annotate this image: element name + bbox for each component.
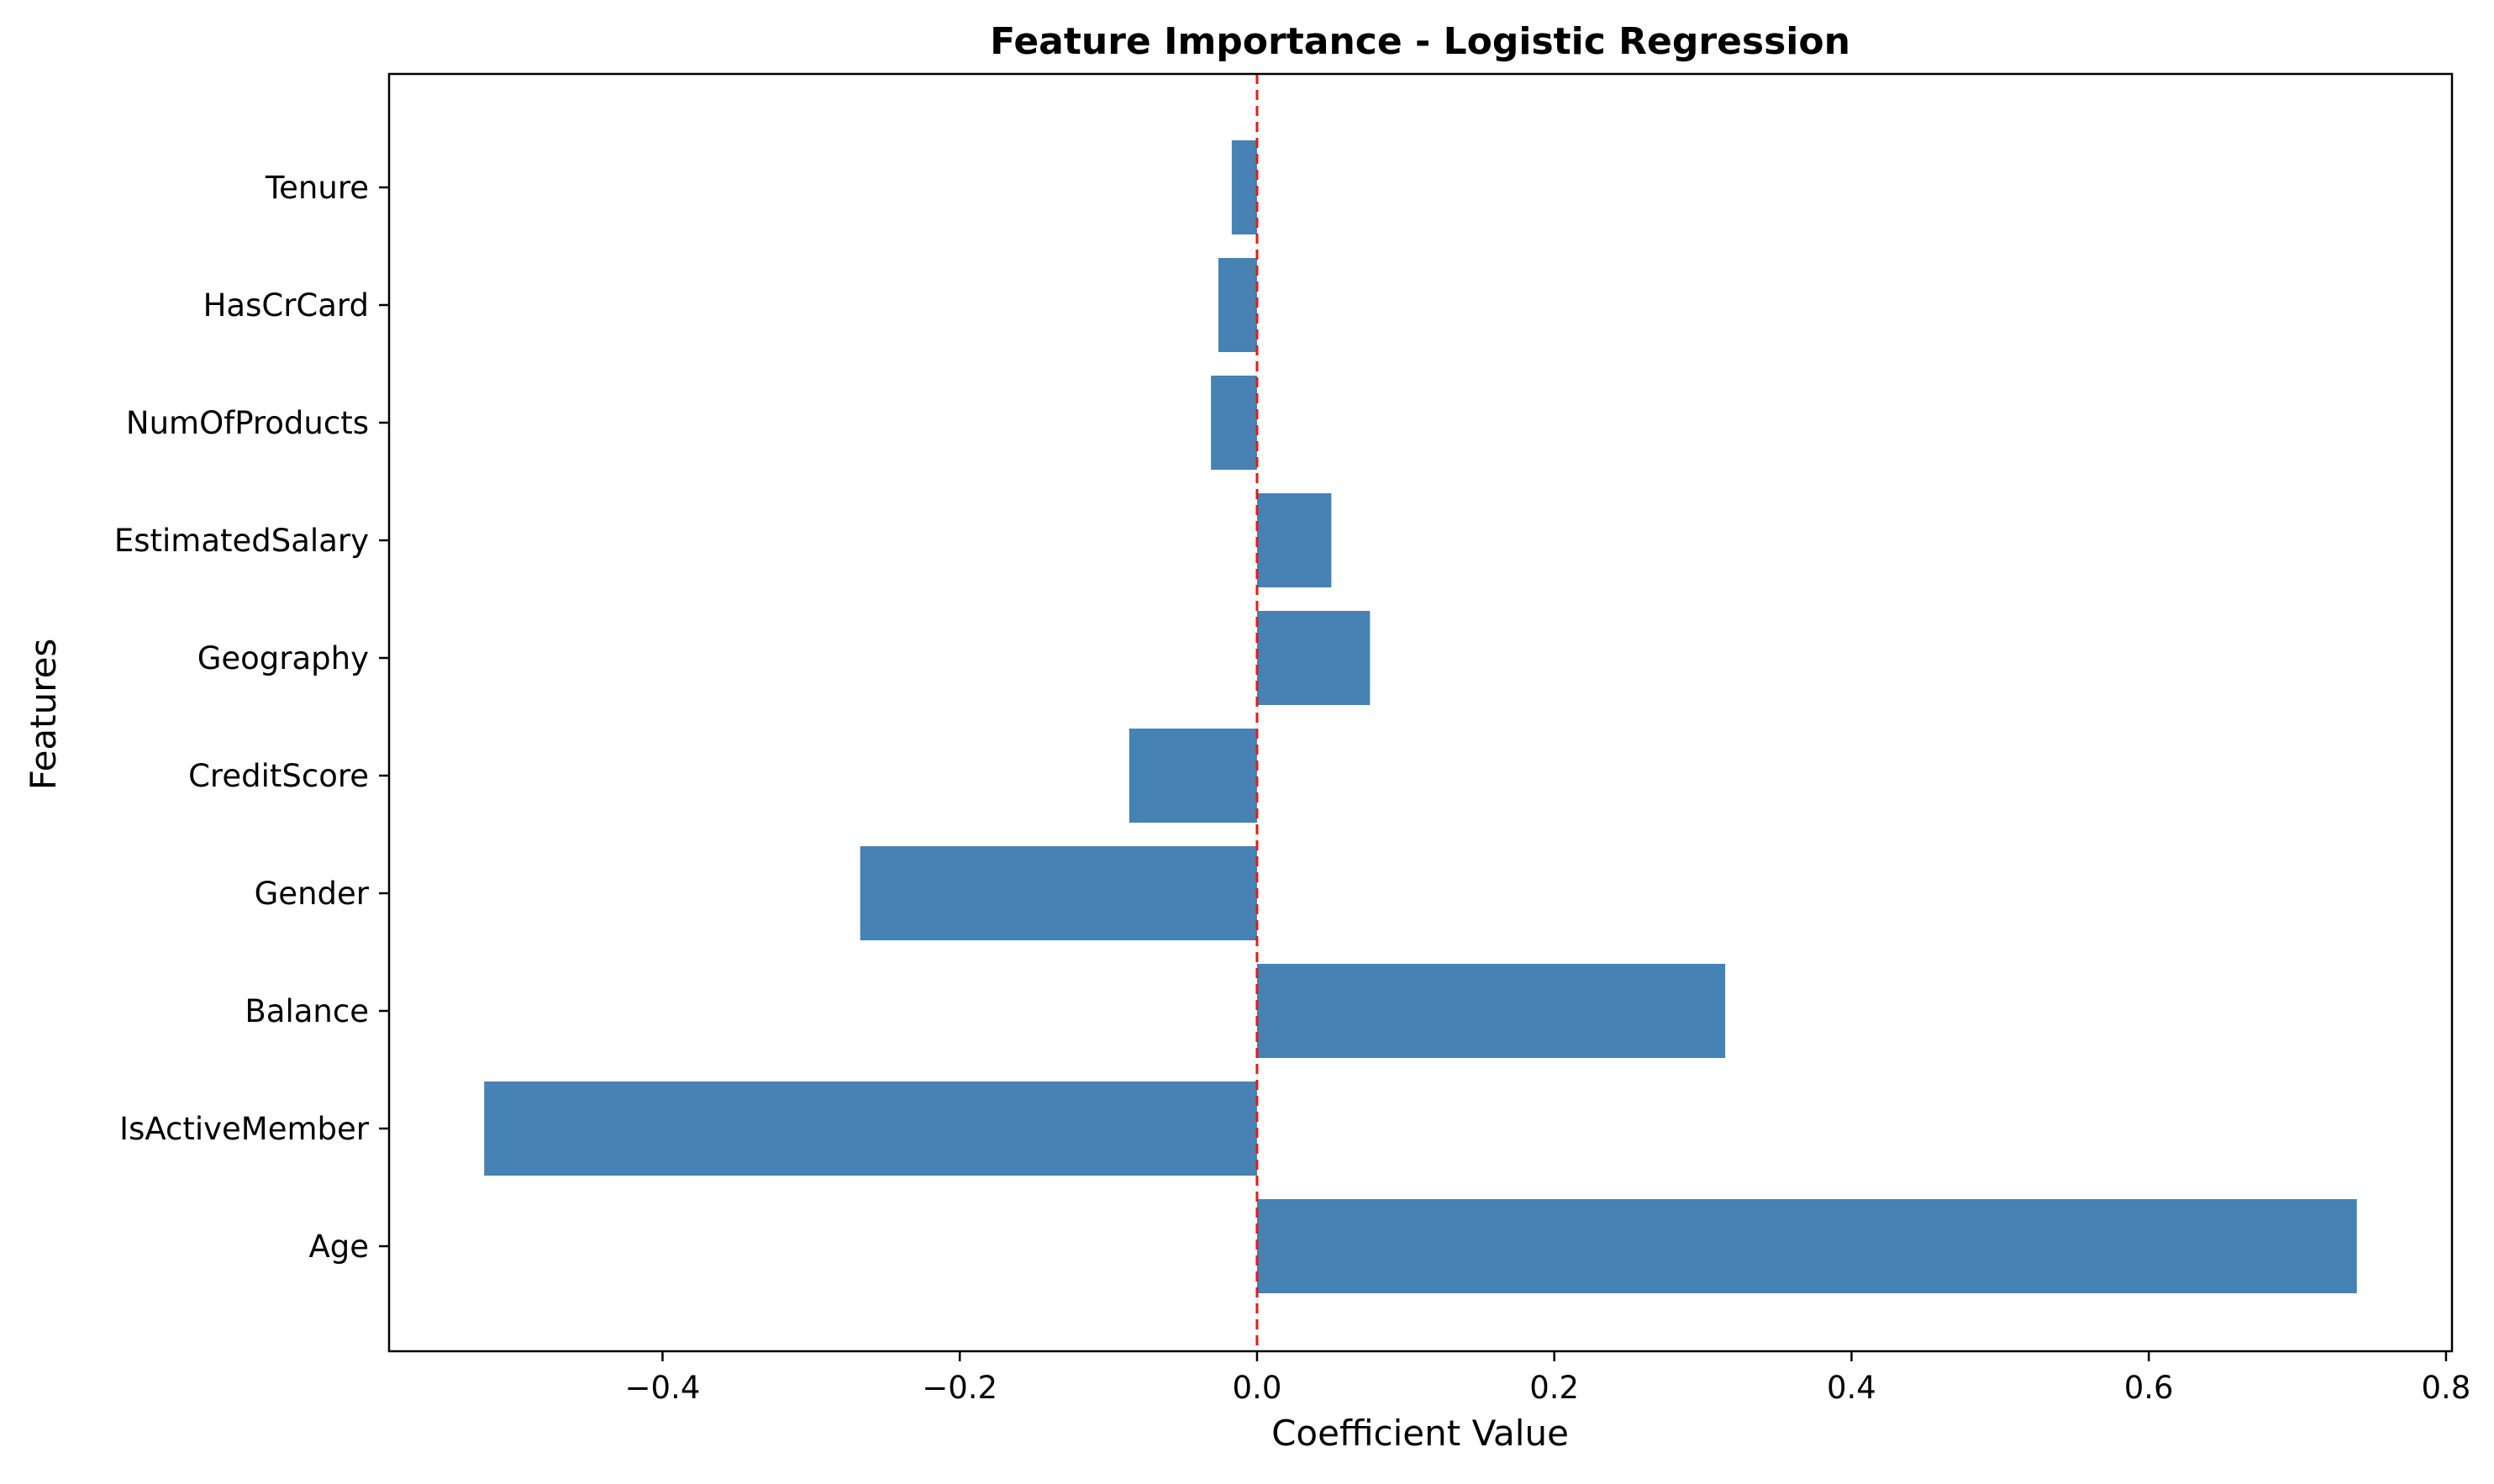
x-tick-label: 0.2: [1529, 1370, 1579, 1406]
bars-group: [484, 140, 2357, 1293]
y-tick-label: HasCrCard: [203, 287, 369, 324]
x-tick-label: 0.8: [2422, 1370, 2471, 1406]
x-tick-label: 0.6: [2124, 1370, 2174, 1406]
y-tick-label: EstimatedSalary: [114, 523, 369, 559]
bar-tenure: [1231, 140, 1257, 234]
bar-isactivemember: [484, 1081, 1257, 1176]
chart-title: Feature Importance - Logistic Regression: [990, 20, 1850, 63]
y-tick-label: Balance: [245, 993, 369, 1029]
y-tick-label: Geography: [197, 640, 369, 676]
bar-geography: [1256, 611, 1371, 705]
bar-hascrcard: [1218, 258, 1257, 352]
bar-balance: [1256, 964, 1726, 1058]
bar-estimatedsalary: [1256, 493, 1332, 587]
bar-age: [1256, 1199, 2357, 1293]
x-tick-label: 0.0: [1233, 1370, 1282, 1406]
plot-frame: [387, 72, 2454, 1353]
x-tick-label: −0.4: [625, 1370, 701, 1406]
y-tick-label: Age: [308, 1229, 369, 1265]
bar-gender: [860, 846, 1257, 940]
y-tick-label: Gender: [255, 876, 370, 912]
y-axis-label: Features: [23, 639, 64, 791]
y-tick-label: Tenure: [265, 170, 369, 206]
x-axis-label: Coefficient Value: [1271, 1413, 1569, 1454]
bar-creditscore: [1129, 729, 1257, 823]
bar-numofproducts: [1211, 376, 1257, 470]
y-tick-label: NumOfProducts: [126, 405, 369, 441]
x-axis-ticks: −0.4 −0.2 0.0 0.2 0.4 0.6 0.8: [625, 1351, 2471, 1406]
y-tick-label: CreditScore: [188, 758, 369, 794]
x-tick-label: −0.2: [922, 1370, 997, 1406]
x-tick-label: 0.4: [1827, 1370, 1876, 1406]
y-tick-label: IsActiveMember: [119, 1111, 370, 1147]
y-axis-ticks: Age IsActiveMember Balance Gender CreditScor…: [114, 170, 389, 1265]
